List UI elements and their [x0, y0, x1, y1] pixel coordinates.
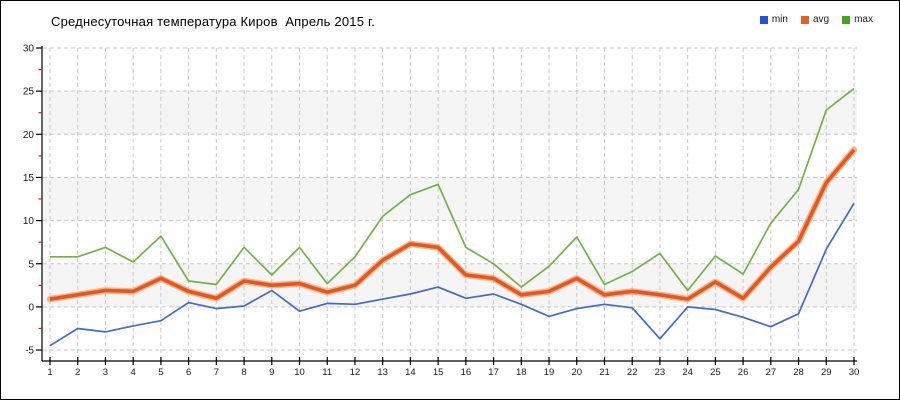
legend-label-max: max — [854, 14, 873, 25]
svg-text:29: 29 — [821, 367, 832, 378]
svg-text:4: 4 — [131, 367, 136, 378]
series-line-max — [50, 87, 855, 292]
x-axis-labels: 1 2 3 4 5 6 7 8 9 10 11 12 13 14 15 16 17 18 19 20 21 22 23 24 2… — [47, 367, 859, 378]
svg-text:30: 30 — [23, 44, 35, 55]
svg-text:18: 18 — [516, 367, 527, 378]
x-axis-ticks — [49, 357, 855, 365]
svg-text:6: 6 — [186, 367, 191, 378]
svg-text:30: 30 — [849, 367, 860, 378]
svg-text:24: 24 — [682, 367, 693, 378]
svg-text:10: 10 — [294, 367, 305, 378]
legend: min avg max — [759, 14, 873, 25]
svg-text:15: 15 — [433, 367, 444, 378]
svg-text:-5: -5 — [25, 346, 34, 357]
svg-text:10: 10 — [23, 216, 35, 227]
svg-text:5: 5 — [28, 259, 34, 270]
svg-text:26: 26 — [738, 367, 749, 378]
svg-text:3: 3 — [103, 367, 108, 378]
svg-text:22: 22 — [627, 367, 638, 378]
svg-text:5: 5 — [158, 367, 163, 378]
legend-item-min: min — [759, 14, 788, 25]
svg-text:2: 2 — [75, 367, 80, 378]
svg-text:25: 25 — [23, 87, 35, 98]
svg-text:19: 19 — [544, 367, 555, 378]
svg-text:12: 12 — [350, 367, 361, 378]
max-swatch-icon — [842, 15, 851, 24]
y-axis-ticks — [36, 47, 42, 351]
svg-text:9: 9 — [269, 367, 274, 378]
svg-text:0: 0 — [28, 302, 34, 313]
legend-label-min: min — [771, 14, 788, 25]
series-line-min — [49, 202, 855, 347]
page-title: Среднесуточная температура Киров Апрель … — [51, 14, 376, 29]
svg-text:23: 23 — [655, 367, 666, 378]
legend-item-avg: avg — [800, 14, 830, 25]
svg-text:11: 11 — [322, 367, 332, 378]
svg-text:7: 7 — [214, 367, 219, 378]
legend-label-avg: avg — [812, 14, 830, 25]
svg-text:15: 15 — [23, 173, 35, 184]
svg-text:20: 20 — [23, 130, 35, 141]
svg-text:20: 20 — [571, 367, 582, 378]
svg-text:14: 14 — [405, 367, 416, 378]
legend-item-max: max — [842, 14, 873, 25]
svg-text:8: 8 — [241, 367, 246, 378]
avg-swatch-icon — [800, 15, 809, 24]
svg-text:25: 25 — [710, 367, 721, 378]
svg-text:21: 21 — [599, 367, 610, 378]
y-axis-labels: -5 0 5 10 15 20 25 30 — [23, 44, 35, 357]
plot-bands — [43, 91, 857, 307]
svg-text:16: 16 — [461, 367, 472, 378]
svg-text:28: 28 — [793, 367, 804, 378]
svg-text:27: 27 — [766, 367, 777, 378]
svg-text:1: 1 — [47, 367, 52, 378]
svg-text:13: 13 — [377, 367, 388, 378]
min-swatch-icon — [759, 15, 768, 24]
svg-text:17: 17 — [488, 367, 499, 378]
axes — [41, 46, 857, 362]
series-line-avg — [49, 148, 856, 301]
